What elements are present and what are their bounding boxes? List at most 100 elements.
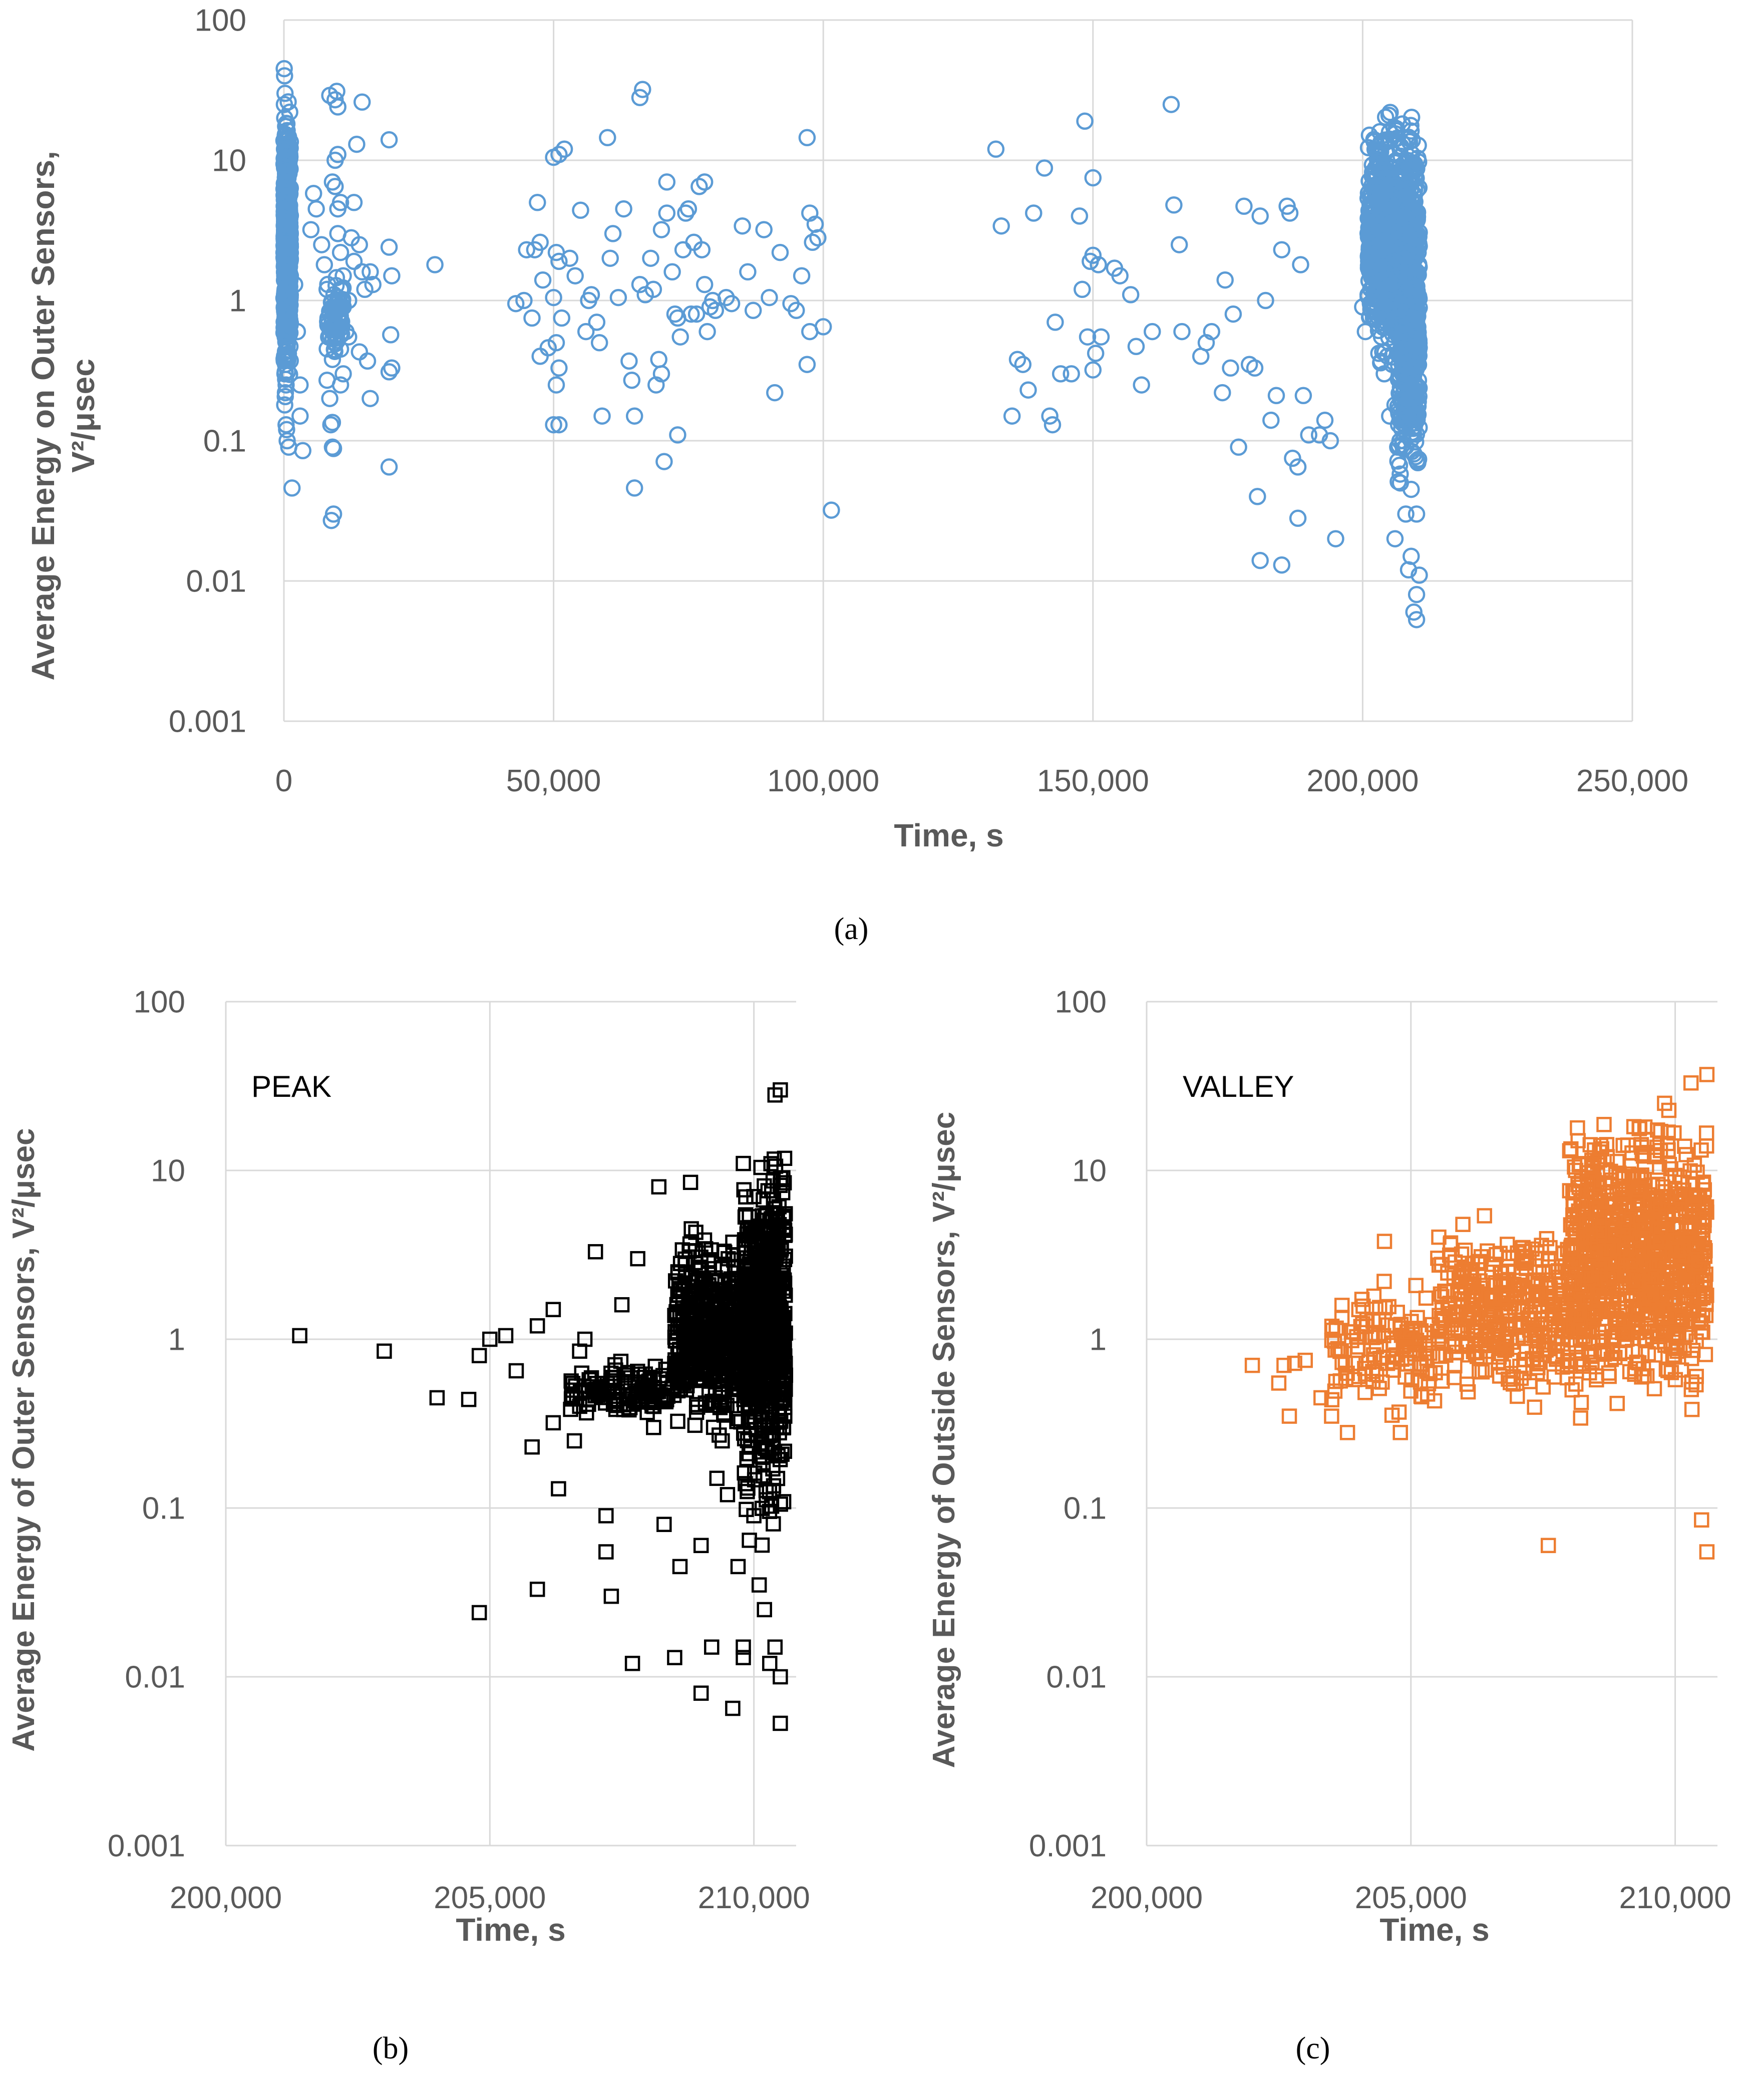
- a-point-1851: [380, 238, 398, 256]
- c-point-691: [1573, 1410, 1588, 1426]
- b-point-1263: [740, 1380, 756, 1396]
- c-point-1375: [1297, 1352, 1313, 1368]
- c-point-95: [1381, 1299, 1396, 1315]
- a-point-1883: [572, 201, 589, 219]
- c-point-1200: [1609, 1153, 1625, 1169]
- a-point-1790: [280, 286, 298, 304]
- c-point-1224: [1660, 1208, 1676, 1224]
- c-point-467: [1534, 1312, 1550, 1327]
- a-point-1849: [362, 263, 379, 281]
- a-x-tick-label-1: 50,000: [506, 764, 601, 798]
- a-point-1888: [590, 334, 608, 352]
- a-point-1904: [644, 280, 662, 298]
- a-point-1166: [1402, 122, 1420, 140]
- b-y-tick-label-4: 10: [151, 1154, 185, 1188]
- a-point-1923: [695, 173, 714, 191]
- c-point-1336: [1652, 1221, 1667, 1237]
- c-point-226: [1472, 1254, 1487, 1270]
- c-point-1271: [1669, 1270, 1684, 1286]
- a-point-1452: [1367, 240, 1385, 258]
- a-point-1971: [1084, 246, 1102, 264]
- a-y-tick-label-2: 0.1: [203, 424, 246, 459]
- a-point-1887: [588, 314, 606, 331]
- a-point-2010: [1316, 411, 1334, 429]
- a-point-1870: [550, 146, 568, 163]
- c-point-1381: [1366, 1288, 1382, 1304]
- b-point-1264: [753, 1323, 769, 1339]
- c-point-204: [1484, 1264, 1500, 1280]
- a-point-1856: [380, 363, 398, 381]
- c-point-310: [1510, 1388, 1525, 1404]
- b-point-1287: [739, 1361, 755, 1377]
- a-point-2033: [1405, 603, 1423, 621]
- b-point-1224: [755, 1457, 771, 1473]
- a-point-1820: [328, 83, 345, 100]
- c-point-1251: [1693, 1324, 1709, 1340]
- c-point-1380: [1376, 1234, 1392, 1249]
- a-x-tick-label-5: 250,000: [1576, 764, 1688, 798]
- a-point-1914: [671, 328, 689, 346]
- b-point-1325: [471, 1605, 487, 1621]
- c-point-1016: [1693, 1315, 1709, 1331]
- a-point-2006: [1292, 256, 1309, 273]
- c-point-465: [1431, 1257, 1447, 1273]
- b-point-771: [683, 1326, 700, 1342]
- c-point-1275: [1661, 1310, 1677, 1325]
- b-point-1280: [753, 1159, 769, 1175]
- a-point-1840: [348, 135, 366, 153]
- c-point-111: [1413, 1356, 1429, 1372]
- a-point-1978: [1122, 286, 1140, 304]
- c-point-1231: [1689, 1164, 1705, 1180]
- c-point-1365: [1596, 1244, 1612, 1259]
- c-point-112: [1372, 1351, 1388, 1366]
- a-point-1966: [1074, 280, 1091, 298]
- a-point-1771: [275, 225, 293, 242]
- a-point-1912: [666, 305, 684, 323]
- a-point-1760: [275, 60, 293, 78]
- c-point-1021: [1678, 1147, 1694, 1162]
- a-point-1951: [823, 501, 840, 519]
- a-point-1994: [1235, 197, 1253, 215]
- a-point-1901: [631, 89, 649, 107]
- a-point-1932: [723, 294, 741, 313]
- b-point-1374: [762, 1214, 778, 1229]
- a-point-1866: [534, 271, 552, 289]
- c-point-980: [1688, 1377, 1704, 1393]
- b-point-1319: [748, 1293, 763, 1308]
- a-point-1753: [1405, 346, 1422, 363]
- b-point-1293: [767, 1445, 783, 1460]
- a-point-1916: [674, 241, 692, 258]
- b-point-1150: [740, 1433, 756, 1448]
- a-point-2039: [1386, 396, 1404, 414]
- b-point-763: [701, 1277, 717, 1293]
- c-point-738: [1698, 1138, 1714, 1154]
- b-point-1368: [773, 1715, 788, 1731]
- c-point-98: [1394, 1351, 1410, 1367]
- c-point-1325: [1568, 1304, 1584, 1320]
- c-point-466: [1515, 1303, 1531, 1319]
- b-y-tick-label-0: 0.001: [108, 1829, 185, 1864]
- b-point-48: [579, 1405, 594, 1421]
- c-point-1241: [1566, 1244, 1582, 1260]
- a-point-2022: [1372, 328, 1390, 346]
- b-point-1209: [739, 1450, 755, 1466]
- c-point-458: [1463, 1269, 1478, 1285]
- c-point-984: [1666, 1125, 1682, 1141]
- a-point-1980: [1133, 376, 1150, 394]
- a-point-2020: [1364, 309, 1382, 327]
- c-point-1341: [1638, 1218, 1653, 1234]
- a-point-1458: [1369, 153, 1387, 171]
- c-point-366: [1457, 1243, 1473, 1258]
- b-point-1367: [767, 1639, 783, 1655]
- c-point-1273: [1616, 1222, 1631, 1237]
- a-point-1949: [809, 229, 827, 247]
- a-point-1783: [278, 432, 296, 450]
- c-point-436: [1474, 1364, 1490, 1380]
- c-x-tick-label-0: 200,000: [1091, 1881, 1203, 1915]
- c-point-448: [1540, 1251, 1556, 1267]
- c-point-1233: [1639, 1131, 1655, 1147]
- c-point-1220: [1596, 1117, 1612, 1132]
- a-point-1779: [276, 365, 294, 383]
- b-point-1231: [744, 1220, 759, 1236]
- b-point-1320: [292, 1328, 307, 1344]
